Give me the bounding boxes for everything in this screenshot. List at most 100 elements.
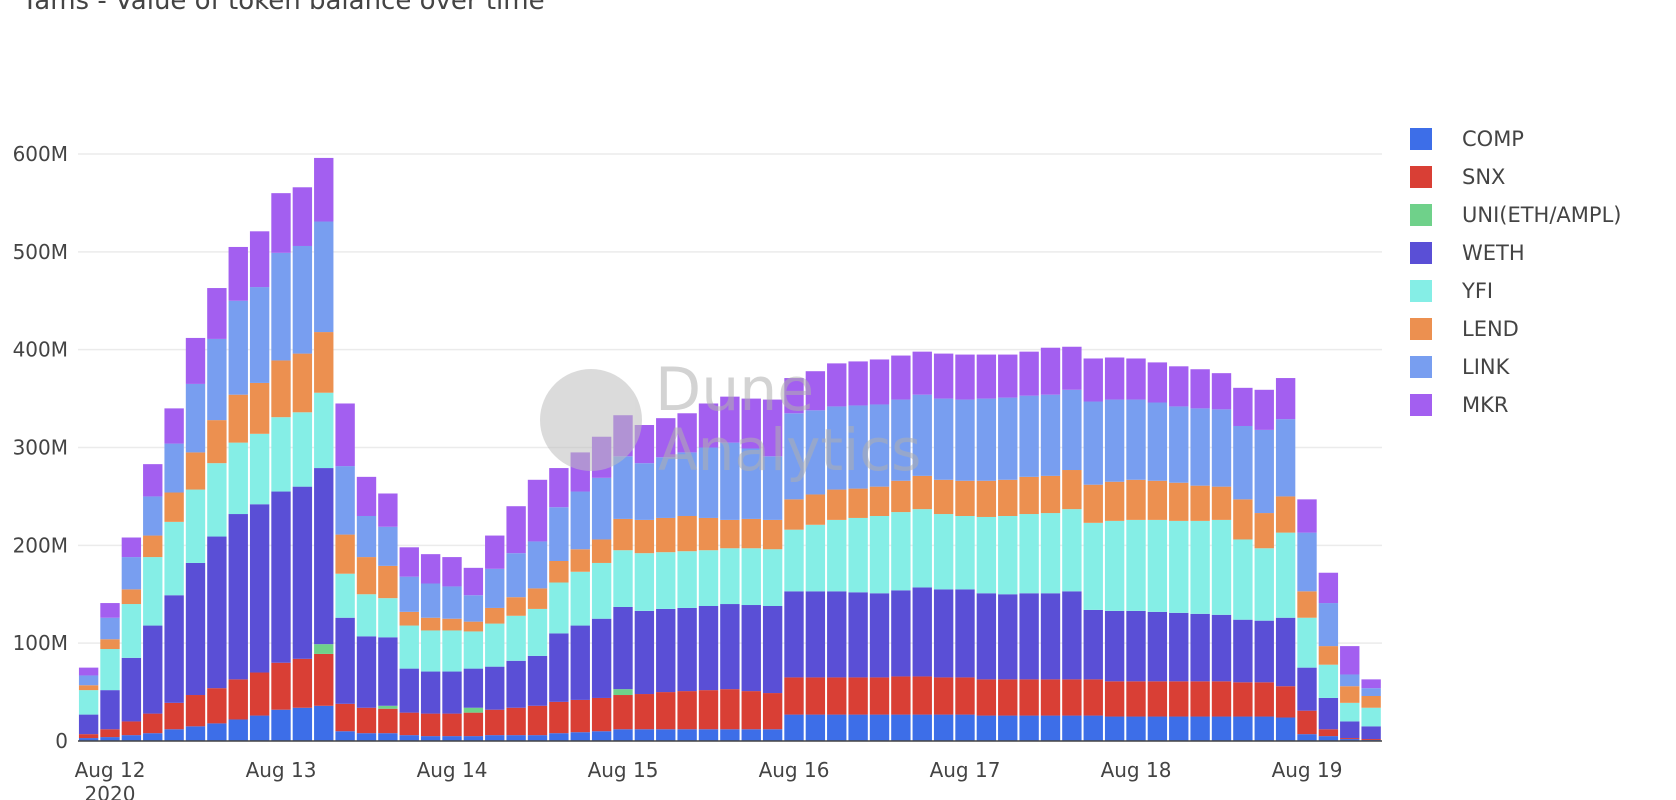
bar-segment-yfi[interactable] (378, 598, 398, 638)
bar-segment-yfi[interactable] (698, 550, 719, 606)
bar-segment-link[interactable] (164, 443, 184, 493)
bar-segment-link[interactable] (784, 413, 804, 500)
bar-segment-mkr[interactable] (891, 355, 911, 400)
bar-stack[interactable] (1062, 346, 1082, 741)
bar-segment-comp[interactable] (1211, 716, 1232, 741)
bar-segment-link[interactable] (1147, 402, 1168, 481)
bar-segment-mkr[interactable] (442, 557, 462, 587)
bar-segment-lend[interactable] (100, 639, 120, 650)
bar-segment-snx[interactable] (527, 705, 548, 736)
bar-segment-comp[interactable] (933, 714, 954, 741)
bar-segment-comp[interactable] (399, 735, 419, 741)
bar-segment-comp[interactable] (698, 729, 719, 741)
bar-segment-link[interactable] (249, 287, 270, 383)
bar-segment-mkr[interactable] (228, 246, 248, 301)
bar-stack[interactable] (485, 535, 505, 741)
bar-segment-lend[interactable] (1361, 695, 1381, 708)
bar-segment-yfi[interactable] (1340, 702, 1360, 722)
bar-segment-snx[interactable] (228, 679, 248, 720)
bar-segment-weth[interactable] (848, 592, 868, 678)
bar-segment-yfi[interactable] (100, 649, 120, 691)
bar-stack[interactable] (955, 354, 975, 741)
bar-segment-lend[interactable] (1233, 499, 1253, 540)
bar-segment-snx[interactable] (720, 689, 740, 730)
bar-segment-lend[interactable] (442, 618, 462, 631)
bar-segment-lend[interactable] (549, 560, 569, 583)
bar-segment-link[interactable] (527, 541, 548, 589)
bar-segment-weth[interactable] (249, 504, 270, 673)
bar-stack[interactable] (805, 371, 826, 741)
bar-segment-weth[interactable] (549, 633, 569, 702)
bar-stack[interactable] (634, 425, 655, 741)
bar-stack[interactable] (1340, 646, 1360, 741)
bar-segment-link[interactable] (442, 586, 462, 619)
bar-stack[interactable] (463, 567, 484, 741)
bar-segment-yfi[interactable] (848, 517, 868, 593)
bar-segment-yfi[interactable] (1297, 617, 1317, 668)
bar-segment-comp[interactable] (784, 714, 804, 741)
bar-stack[interactable] (420, 554, 441, 741)
bar-stack[interactable] (869, 359, 890, 741)
bar-segment-lend[interactable] (805, 494, 826, 525)
bar-segment-yfi[interactable] (1275, 532, 1296, 618)
bar-segment-mkr[interactable] (100, 603, 120, 618)
bar-segment-lend[interactable] (677, 515, 697, 552)
bar-segment-weth[interactable] (976, 593, 997, 680)
bar-segment-snx[interactable] (869, 677, 890, 715)
bar-segment-link[interactable] (185, 383, 206, 453)
bar-segment-link[interactable] (591, 477, 612, 540)
bar-segment-yfi[interactable] (335, 573, 355, 618)
bar-segment-weth[interactable] (805, 591, 826, 678)
bar-stack[interactable] (848, 361, 868, 741)
bar-segment-link[interactable] (121, 557, 142, 590)
bar-segment-weth[interactable] (314, 468, 334, 645)
bar-segment-snx[interactable] (1254, 682, 1274, 717)
bar-segment-lend[interactable] (185, 452, 206, 490)
bar-segment-snx[interactable] (891, 676, 911, 715)
bar-stack[interactable] (1147, 362, 1168, 741)
bar-stack[interactable] (314, 157, 334, 741)
bar-segment-comp[interactable] (613, 729, 633, 741)
bar-segment-yfi[interactable] (741, 548, 761, 606)
bar-segment-weth[interactable] (891, 590, 911, 677)
bar-segment-weth[interactable] (741, 605, 761, 692)
bar-segment-mkr[interactable] (677, 413, 697, 453)
bar-segment-snx[interactable] (1083, 679, 1103, 716)
bar-segment-comp[interactable] (463, 736, 484, 741)
bar-segment-snx[interactable] (1275, 686, 1296, 718)
bar-segment-weth[interactable] (784, 591, 804, 678)
bar-segment-mkr[interactable] (1062, 346, 1082, 390)
bar-segment-mkr[interactable] (1361, 679, 1381, 689)
bar-stack[interactable] (164, 408, 184, 741)
bar-stack[interactable] (976, 354, 997, 741)
bar-segment-comp[interactable] (1233, 716, 1253, 741)
bar-stack[interactable] (1318, 572, 1339, 741)
bar-segment-yfi[interactable] (356, 594, 377, 637)
bar-segment-yfi[interactable] (314, 392, 334, 469)
bar-segment-yfi[interactable] (1361, 707, 1381, 727)
bar-segment-comp[interactable] (1083, 715, 1103, 741)
bar-segment-mkr[interactable] (292, 187, 313, 246)
bar-stack[interactable] (292, 187, 313, 741)
bar-segment-comp[interactable] (976, 715, 997, 741)
bar-stack[interactable] (1019, 351, 1039, 741)
bar-segment-link[interactable] (912, 394, 932, 476)
bar-segment-link[interactable] (762, 456, 783, 520)
bar-segment-comp[interactable] (100, 737, 120, 741)
bar-segment-lend[interactable] (228, 394, 248, 443)
bar-segment-yfi[interactable] (549, 582, 569, 634)
bar-segment-weth[interactable] (827, 591, 847, 678)
bar-segment-lend[interactable] (698, 517, 719, 551)
bar-stack[interactable] (720, 396, 740, 741)
bar-segment-yfi[interactable] (998, 515, 1018, 595)
bar-segment-lend[interactable] (1040, 475, 1061, 514)
bar-segment-link[interactable] (570, 491, 590, 550)
bar-segment-snx[interactable] (249, 672, 270, 716)
bar-segment-mkr[interactable] (1190, 369, 1210, 409)
bar-segment-yfi[interactable] (591, 562, 612, 619)
bar-segment-link[interactable] (485, 568, 505, 608)
bar-segment-weth[interactable] (1147, 611, 1168, 682)
bar-segment-lend[interactable] (869, 486, 890, 516)
bar-segment-weth[interactable] (143, 625, 163, 714)
bar-segment-snx[interactable] (976, 679, 997, 716)
